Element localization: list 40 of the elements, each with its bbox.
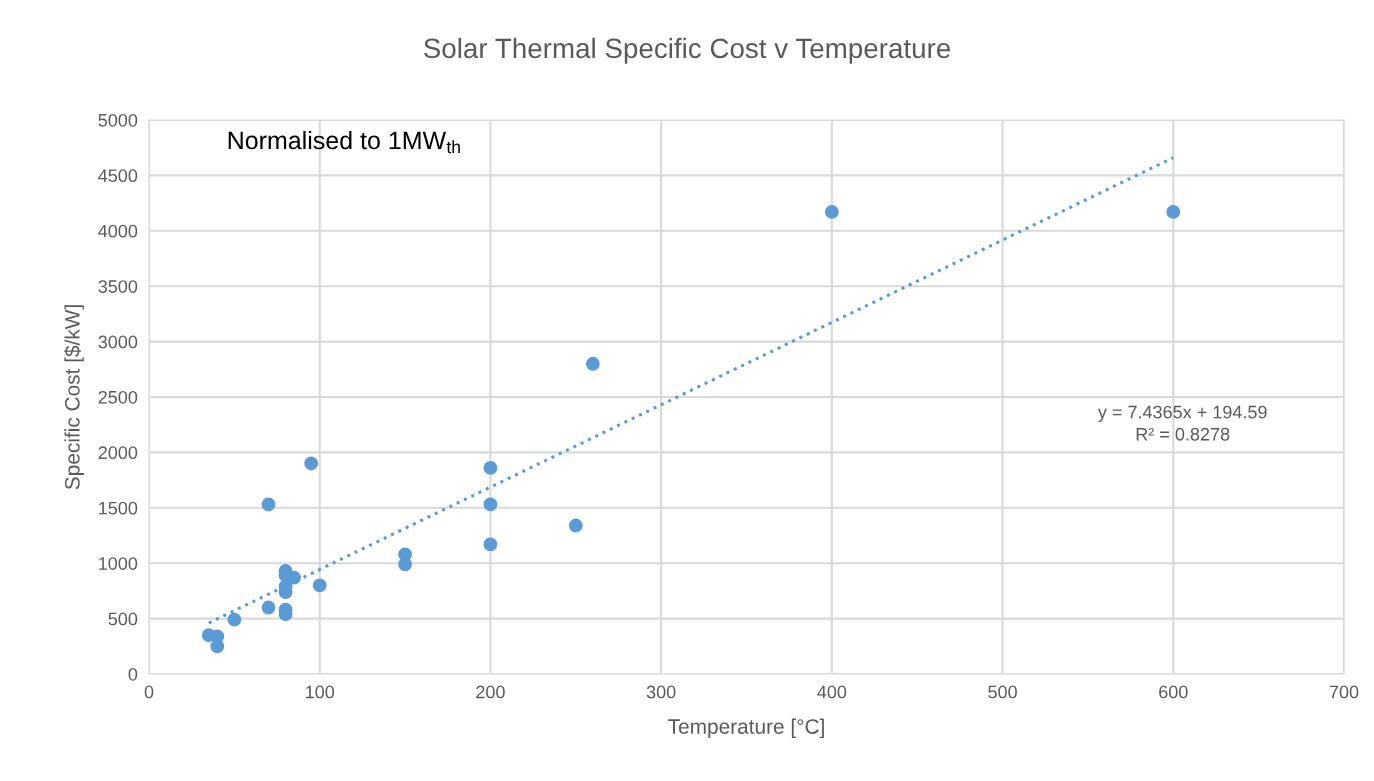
y-tick-label: 3000 <box>98 335 138 349</box>
annotation: y = 7.4365x + 194.59 <box>1097 405 1267 423</box>
point <box>312 578 327 593</box>
y-tick-label: 4000 <box>98 224 138 238</box>
y-tick-label: 0 <box>128 667 138 681</box>
point <box>261 497 276 512</box>
x-tick-label: 400 <box>817 685 847 699</box>
point <box>483 537 498 552</box>
y-tick-label: 1500 <box>99 501 138 515</box>
annotation: R² = 0.8278 <box>1136 427 1230 441</box>
x-tick-label: 200 <box>476 685 505 699</box>
x-tick-label: 300 <box>646 685 676 699</box>
point <box>483 461 498 475</box>
y-tick-label: 1000 <box>99 557 138 570</box>
y-tick-label: 2500 <box>98 390 138 404</box>
point <box>585 356 600 371</box>
y-tick-label: 500 <box>108 612 138 626</box>
point <box>483 497 498 512</box>
x-tick-label: 600 <box>1159 685 1188 699</box>
point <box>568 518 583 533</box>
y-tick-label: 2000 <box>98 446 138 460</box>
y-tick-label: 4500 <box>98 169 138 183</box>
point <box>1166 205 1181 219</box>
point <box>261 600 276 615</box>
x-axis-title: Temperature [°C] <box>668 718 824 739</box>
y-tick-label: 3500 <box>98 280 138 293</box>
y-axis-title: Specific Cost [$/kW] <box>64 305 84 490</box>
point <box>398 557 412 572</box>
x-tick-label: 100 <box>306 685 335 699</box>
point <box>210 639 225 654</box>
chart-title: Solar Thermal Specific Cost v Temperature <box>424 37 951 64</box>
annotation: Normalised to 1MW$_{th}$ <box>228 130 460 154</box>
x-tick-label: 700 <box>1329 685 1359 699</box>
point <box>824 205 839 219</box>
x-tick-label: 500 <box>988 685 1017 699</box>
y-tick-label: 5000 <box>98 113 138 127</box>
point <box>227 612 242 627</box>
point <box>287 570 302 585</box>
x-tick-label: 0 <box>144 685 154 699</box>
point <box>304 456 319 471</box>
